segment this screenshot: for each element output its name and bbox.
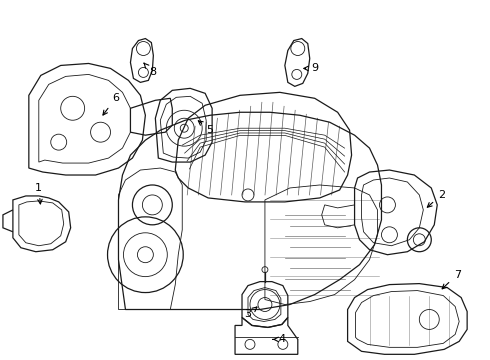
- Text: 9: 9: [304, 63, 318, 73]
- Text: 2: 2: [427, 190, 445, 207]
- Text: 1: 1: [35, 183, 42, 204]
- Text: 4: 4: [273, 334, 285, 345]
- Text: 5: 5: [198, 121, 214, 135]
- Text: 7: 7: [442, 270, 461, 289]
- Text: 8: 8: [144, 63, 156, 77]
- Text: 3: 3: [245, 307, 257, 319]
- Text: 6: 6: [103, 93, 119, 115]
